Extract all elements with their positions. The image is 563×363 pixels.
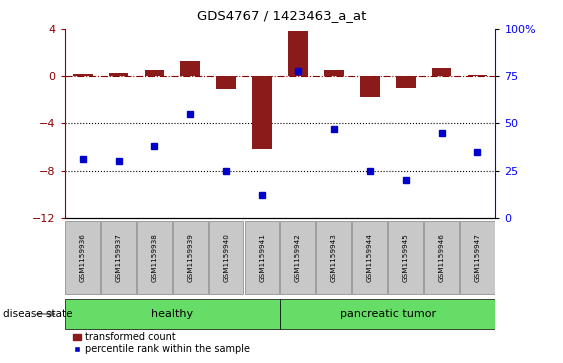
Bar [396,76,415,88]
Text: disease state: disease state [3,309,72,319]
Bar [288,31,308,76]
Text: GDS4767 / 1423463_a_at: GDS4767 / 1423463_a_at [197,9,366,22]
Text: GSM1159940: GSM1159940 [224,233,229,282]
Bar [109,73,128,76]
Text: GSM1159936: GSM1159936 [80,233,86,282]
Bar [216,76,236,89]
Text: GSM1159945: GSM1159945 [403,233,409,282]
Bar [468,75,488,76]
FancyBboxPatch shape [244,221,279,294]
Text: GSM1159946: GSM1159946 [439,233,445,282]
FancyBboxPatch shape [101,221,136,294]
Text: pancreatic tumor: pancreatic tumor [339,309,436,319]
Bar [432,68,452,76]
Bar [360,76,379,97]
FancyBboxPatch shape [173,221,208,294]
Bar [252,76,272,149]
Text: GSM1159943: GSM1159943 [331,233,337,282]
Bar [181,61,200,76]
Legend: transformed count, percentile rank within the sample: transformed count, percentile rank withi… [70,329,254,358]
Text: GSM1159944: GSM1159944 [367,233,373,282]
Text: GSM1159941: GSM1159941 [259,233,265,282]
FancyBboxPatch shape [280,221,315,294]
FancyBboxPatch shape [424,221,459,294]
FancyBboxPatch shape [460,221,495,294]
Text: GSM1159947: GSM1159947 [475,233,480,282]
FancyBboxPatch shape [137,221,172,294]
FancyBboxPatch shape [280,299,495,329]
Text: GSM1159942: GSM1159942 [295,233,301,282]
FancyBboxPatch shape [209,221,243,294]
Bar [145,70,164,76]
Bar [324,70,344,76]
Bar [73,74,92,76]
Text: GSM1159937: GSM1159937 [115,233,122,282]
Text: GSM1159938: GSM1159938 [151,233,158,282]
FancyBboxPatch shape [352,221,387,294]
Text: GSM1159939: GSM1159939 [187,233,193,282]
Text: healthy: healthy [151,309,194,319]
FancyBboxPatch shape [388,221,423,294]
FancyBboxPatch shape [316,221,351,294]
FancyBboxPatch shape [65,221,100,294]
FancyBboxPatch shape [65,299,280,329]
